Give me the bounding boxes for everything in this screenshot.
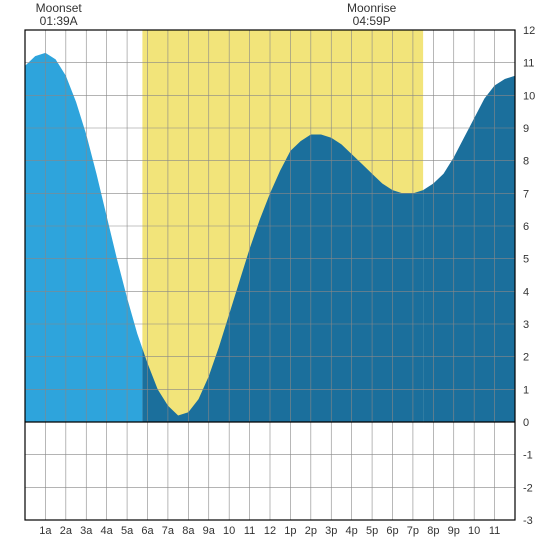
y-tick-label: -1 xyxy=(523,450,533,462)
x-tick-label: 10 xyxy=(468,525,480,537)
x-tick-label: 5p xyxy=(366,525,378,537)
tide-chart: 1a2a3a4a5a6a7a8a9a1011121p2p3p4p5p6p7p8p… xyxy=(0,0,550,550)
x-tick-label: 3p xyxy=(325,525,337,537)
y-tick-label: 8 xyxy=(523,156,529,168)
y-tick-label: -2 xyxy=(523,482,533,494)
moonset-label: Moonset xyxy=(36,1,83,15)
y-tick-label: 4 xyxy=(523,286,529,298)
y-tick-label: 2 xyxy=(523,352,529,364)
x-tick-label: 10 xyxy=(223,525,235,537)
x-tick-label: 7a xyxy=(162,525,175,537)
x-tick-label: 4a xyxy=(101,525,114,537)
chart-svg: 1a2a3a4a5a6a7a8a9a1011121p2p3p4p5p6p7p8p… xyxy=(0,0,550,550)
x-tick-label: 8a xyxy=(182,525,195,537)
y-tick-label: 3 xyxy=(523,319,529,331)
y-tick-label: 1 xyxy=(523,384,529,396)
y-tick-label: -3 xyxy=(523,515,533,527)
x-tick-label: 11 xyxy=(244,525,255,537)
moonset-time: 01:39A xyxy=(40,14,78,28)
y-tick-label: 0 xyxy=(523,417,529,429)
x-tick-label: 1a xyxy=(39,525,52,537)
x-tick-label: 11 xyxy=(489,525,500,537)
y-tick-label: 9 xyxy=(523,123,529,135)
x-tick-label: 4p xyxy=(346,525,358,537)
y-tick-label: 7 xyxy=(523,188,529,200)
y-tick-label: 12 xyxy=(523,25,535,37)
y-tick-label: 6 xyxy=(523,221,529,233)
x-tick-label: 2p xyxy=(305,525,317,537)
x-tick-label: 8p xyxy=(427,525,439,537)
moonrise-time: 04:59P xyxy=(353,14,391,28)
x-tick-label: 9a xyxy=(203,525,216,537)
x-tick-label: 6a xyxy=(141,525,154,537)
x-tick-label: 7p xyxy=(407,525,419,537)
x-tick-label: 2a xyxy=(60,525,73,537)
y-tick-label: 5 xyxy=(523,254,529,266)
x-tick-label: 5a xyxy=(121,525,134,537)
x-tick-label: 9p xyxy=(448,525,460,537)
x-tick-label: 12 xyxy=(264,525,276,537)
y-tick-label: 10 xyxy=(523,90,535,102)
x-tick-label: 3a xyxy=(80,525,93,537)
x-tick-label: 1p xyxy=(284,525,296,537)
y-tick-label: 11 xyxy=(523,58,534,70)
moonrise-label: Moonrise xyxy=(347,1,397,15)
x-tick-label: 6p xyxy=(386,525,398,537)
